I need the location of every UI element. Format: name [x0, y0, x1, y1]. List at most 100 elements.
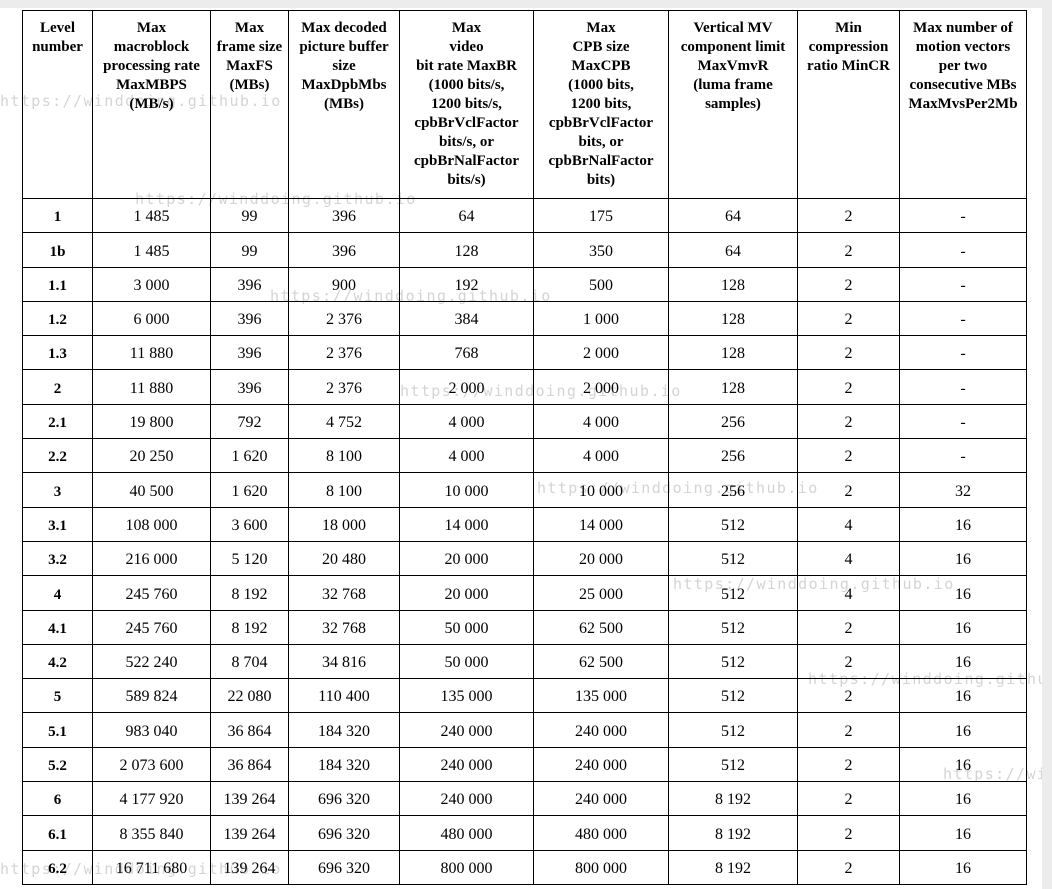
level-number-cell: 6.1 — [22, 815, 93, 851]
value-cell: 696 320 — [288, 815, 400, 851]
level-number-cell: 2.2 — [22, 438, 93, 474]
value-cell: 36 864 — [210, 746, 289, 783]
value-cell: 128 — [668, 266, 798, 302]
value-cell: 184 320 — [288, 746, 400, 783]
level-number-cell: 1.3 — [22, 335, 93, 371]
value-cell: 16 — [899, 712, 1027, 748]
table-row: 1b 1 485 99 396 128 350 64 2- — [22, 232, 1027, 268]
value-cell: 396 — [288, 232, 400, 268]
value-cell: 512 — [668, 746, 798, 783]
value-cell: 8 192 — [668, 815, 798, 851]
value-cell: 350 — [533, 232, 669, 268]
value-cell: 256 — [668, 403, 798, 440]
table-row: 5 589 824 22 080 110 400 135 000 135 000 512 2 1… — [22, 678, 1027, 714]
table-row: 2.2 20 250 1 620 8 100 4 000 4 000 256 2- — [22, 438, 1027, 474]
value-cell: 2 — [797, 300, 900, 337]
value-cell: 256 — [668, 438, 798, 474]
value-cell: 1 000 — [533, 300, 669, 337]
table-row: 5.2 2 073 600 36 864 184 320 240 000 240 000 5… — [22, 746, 1027, 783]
value-cell: 480 000 — [533, 815, 669, 851]
value-cell: 2 376 — [288, 300, 400, 337]
value-cell: 396 — [210, 300, 289, 337]
table-row: 1.1 3 000 396 900 192 500 128 2- — [22, 266, 1027, 302]
value-cell: 2 — [797, 678, 900, 714]
value-cell: 512 — [668, 678, 798, 714]
value-cell: 16 — [899, 746, 1027, 783]
column-header: Max macroblock processing rate MaxMBPS (… — [92, 10, 211, 199]
table-row: 2 11 880 396 2 376 2 000 2 000 128 2- — [22, 369, 1027, 405]
value-cell: 36 864 — [210, 712, 289, 748]
column-header: Max decoded picture buffer size MaxDpbMb… — [288, 10, 400, 199]
value-cell: 139 264 — [210, 849, 289, 885]
table-row: 1.2 6 000 396 2 376 384 1 000 128 2- — [22, 300, 1027, 337]
value-cell: 696 320 — [288, 781, 400, 817]
value-cell: 4 000 — [399, 403, 534, 440]
value-cell: 64 — [668, 232, 798, 268]
level-number-cell: 1b — [22, 232, 93, 268]
value-cell: 4 — [797, 575, 900, 611]
value-cell: 2 000 — [533, 335, 669, 371]
value-cell: 34 816 — [288, 643, 400, 680]
value-cell: 2 — [797, 369, 900, 405]
value-cell: - — [899, 403, 1027, 440]
value-cell: 512 — [668, 643, 798, 680]
level-number-cell: 1.2 — [22, 300, 93, 337]
value-cell: 240 000 — [533, 781, 669, 817]
value-cell: 2 — [797, 403, 900, 440]
value-cell: 20 000 — [399, 540, 534, 577]
value-cell: 1 620 — [210, 472, 289, 508]
value-cell: 62 500 — [533, 643, 669, 680]
value-cell: 512 — [668, 575, 798, 611]
value-cell: 32 — [899, 472, 1027, 508]
value-cell: 64 — [399, 197, 534, 234]
column-header: Vertical MV component limit MaxVmvR (lum… — [668, 10, 798, 199]
column-header: Max number of motion vectors per two con… — [899, 10, 1027, 199]
level-number-cell: 1.1 — [22, 266, 93, 302]
value-cell: - — [899, 300, 1027, 337]
value-cell: 16 — [899, 575, 1027, 611]
table-row: 4.2 522 240 8 704 34 816 50 000 62 500 512 2 16 — [22, 643, 1027, 680]
level-number-cell: 4 — [22, 575, 93, 611]
value-cell: 2 — [797, 266, 900, 302]
value-cell: 4 — [797, 540, 900, 577]
value-cell: 240 000 — [399, 781, 534, 817]
value-cell: 240 000 — [533, 746, 669, 783]
value-cell: 4 000 — [533, 403, 669, 440]
level-number-cell: 5.2 — [22, 746, 93, 783]
value-cell: 1 485 — [92, 197, 211, 234]
value-cell: 8 192 — [668, 781, 798, 817]
value-cell: 2 376 — [288, 335, 400, 371]
value-cell: 396 — [210, 369, 289, 405]
value-cell: 99 — [210, 197, 289, 234]
value-cell: 2 — [797, 438, 900, 474]
value-cell: 2 — [797, 746, 900, 783]
value-cell: 4 — [797, 506, 900, 542]
level-number-cell: 6.2 — [22, 849, 93, 885]
value-cell: 792 — [210, 403, 289, 440]
value-cell: 512 — [668, 540, 798, 577]
value-cell: - — [899, 266, 1027, 302]
value-cell: 396 — [288, 197, 400, 234]
value-cell: 4 000 — [533, 438, 669, 474]
value-cell: 240 000 — [399, 746, 534, 783]
value-cell: 589 824 — [92, 678, 211, 714]
value-cell: 14 000 — [399, 506, 534, 542]
value-cell: 10 000 — [533, 472, 669, 508]
value-cell: 2 — [797, 472, 900, 508]
column-header: Max video bit rate MaxBR (1000 bits/s, 1… — [399, 10, 534, 199]
value-cell: 99 — [210, 232, 289, 268]
table-row: 1.3 11 880 396 2 376 768 2 000 128 2- — [22, 335, 1027, 371]
value-cell: 2 — [797, 335, 900, 371]
value-cell: 40 500 — [92, 472, 211, 508]
value-cell: 512 — [668, 506, 798, 542]
value-cell: 19 800 — [92, 403, 211, 440]
value-cell: 6 000 — [92, 300, 211, 337]
value-cell: 384 — [399, 300, 534, 337]
value-cell: - — [899, 438, 1027, 474]
value-cell: 240 000 — [533, 712, 669, 748]
value-cell: 2 — [797, 643, 900, 680]
value-cell: 8 192 — [210, 609, 289, 645]
value-cell: 768 — [399, 335, 534, 371]
value-cell: 2 000 — [533, 369, 669, 405]
